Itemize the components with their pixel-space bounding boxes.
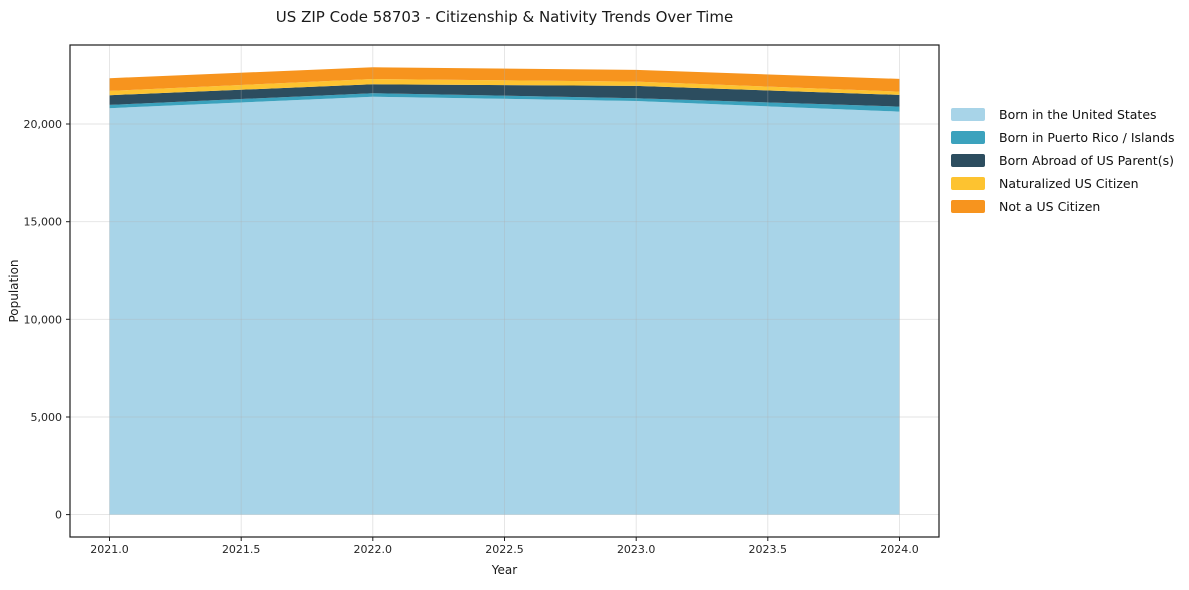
legend-swatch-icon [951,154,985,167]
legend-item: Born in Puerto Rico / Islands [951,129,1175,146]
legend-item: Naturalized US Citizen [951,175,1175,192]
y-tick-label: 5,000 [31,411,63,424]
area-series-5 [109,67,900,92]
x-tick-label: 2022.5 [485,543,524,556]
legend-swatch-icon [951,131,985,144]
legend-item: Not a US Citizen [951,198,1175,215]
legend-swatch-icon [951,108,985,121]
legend-label: Naturalized US Citizen [999,176,1139,191]
legend: Born in the United States Born in Puerto … [951,106,1175,221]
legend-item: Born in the United States [951,106,1175,123]
x-tick-label: 2022.0 [354,543,393,556]
x-tick-label: 2021.5 [222,543,261,556]
x-tick-label: 2021.0 [90,543,129,556]
legend-label: Born Abroad of US Parent(s) [999,153,1174,168]
x-tick-label: 2023.5 [749,543,788,556]
y-tick-label: 20,000 [24,118,63,131]
area-series-4 [109,79,900,96]
y-tick-label: 10,000 [24,313,63,326]
y-tick-label: 0 [55,509,62,522]
legend-swatch-icon [951,177,985,190]
x-axis-label: Year [491,563,518,577]
legend-item: Born Abroad of US Parent(s) [951,152,1175,169]
area-series-2 [109,93,900,112]
y-tick-label: 15,000 [24,216,63,229]
x-tick-label: 2023.0 [617,543,656,556]
legend-label: Born in Puerto Rico / Islands [999,130,1175,145]
legend-label: Not a US Citizen [999,199,1101,214]
area-series-1 [109,96,900,515]
x-tick-label: 2024.0 [880,543,919,556]
area-series-3 [109,84,900,107]
chart-title: US ZIP Code 58703 - Citizenship & Nativi… [275,8,734,26]
legend-swatch-icon [951,200,985,213]
legend-label: Born in the United States [999,107,1157,122]
